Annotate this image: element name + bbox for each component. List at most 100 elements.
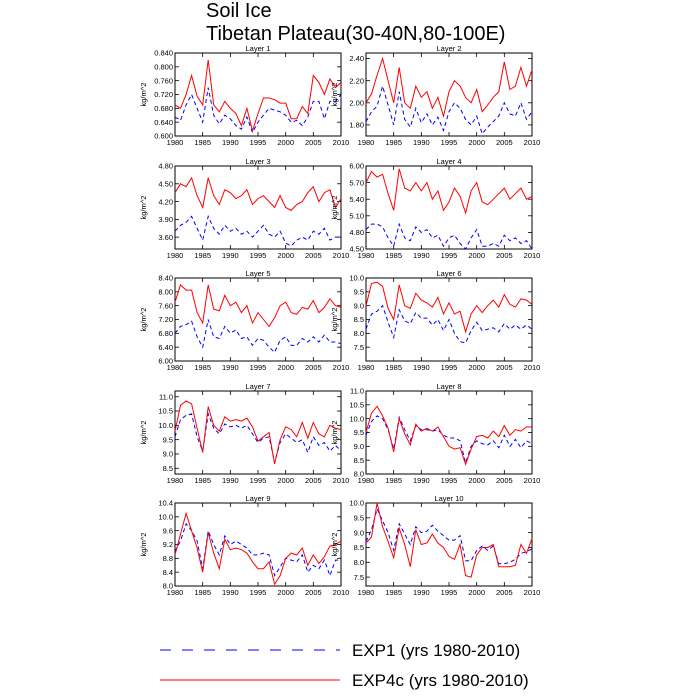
- panel-title: Layer 7: [245, 382, 270, 391]
- x-tick-label: 1980: [167, 588, 184, 597]
- x-tick-label: 1985: [385, 476, 402, 485]
- y-axis-label: kg/m^2: [330, 308, 339, 332]
- x-tick-label: 2000: [277, 138, 294, 147]
- panel-frame: [365, 165, 533, 250]
- y-tick-label: 3.60: [158, 233, 173, 242]
- y-tick-label: 3.90: [158, 215, 173, 224]
- x-tick-label: 1990: [222, 476, 239, 485]
- panel-frame: [174, 165, 342, 250]
- series-line-exp1: [365, 84, 533, 135]
- y-axis-label: kg/m^2: [139, 196, 148, 220]
- x-tick-label: 2000: [277, 476, 294, 485]
- x-tick-label: 1985: [194, 476, 211, 485]
- y-tick-label: 10.5: [158, 407, 173, 416]
- panel-frame: [365, 52, 533, 137]
- y-tick-label: 0.840: [154, 49, 173, 58]
- panel-layer-1: Layer 1 kg/m^2 0.600 0.640 0.680 0.720 0.760 0.…: [139, 44, 349, 147]
- y-tick-label: 7.5: [354, 343, 364, 352]
- series-line-exp1: [174, 319, 342, 354]
- x-tick-label: 2000: [468, 363, 485, 372]
- x-tick-label: 2005: [496, 476, 513, 485]
- y-tick-label: 9.0: [354, 301, 364, 310]
- y-tick-label: 0.800: [154, 63, 173, 72]
- x-tick-label: 1980: [358, 476, 375, 485]
- y-tick-label: 10.4: [158, 499, 173, 508]
- x-tick-label: 1995: [441, 476, 458, 485]
- legend-entry-exp1: EXP1 (yrs 1980-2010): [160, 641, 520, 660]
- x-tick-label: 1990: [222, 588, 239, 597]
- x-tick-label: 1985: [194, 138, 211, 147]
- series-line-exp1: [174, 87, 342, 134]
- x-tick-label: 2005: [496, 363, 513, 372]
- x-tick-label: 2005: [305, 363, 322, 372]
- x-tick-label: 2010: [333, 138, 350, 147]
- y-axis-label: kg/m^2: [139, 83, 148, 107]
- y-tick-label: 8.0: [163, 582, 173, 591]
- series-line-exp1: [365, 507, 533, 565]
- x-tick-label: 1990: [413, 588, 430, 597]
- panel-layer-8: Layer 8 kg/m^2 8.0 8.5 9.0 9.5 10.0 10.5 11.0 198…: [330, 382, 540, 485]
- x-tick-label: 2010: [524, 363, 541, 372]
- x-tick-label: 2010: [524, 588, 541, 597]
- y-tick-label: 5.40: [349, 195, 364, 204]
- x-tick-label: 2010: [333, 588, 350, 597]
- y-tick-label: 7.60: [158, 301, 173, 310]
- y-tick-label: 10.0: [349, 274, 364, 283]
- y-tick-label: 9.5: [354, 288, 364, 297]
- panel-frame: [174, 502, 342, 587]
- x-tick-label: 1995: [250, 138, 267, 147]
- x-tick-label: 1995: [250, 363, 267, 372]
- y-tick-label: 8.0: [354, 558, 364, 567]
- panel-layer-2: Layer 2 kg/m^2 1.80 2.00 2.20 2.40 1980 1985 199…: [330, 44, 540, 147]
- x-tick-label: 1980: [167, 476, 184, 485]
- y-tick-label: 1.80: [349, 121, 364, 130]
- x-tick-label: 1980: [167, 251, 184, 260]
- y-tick-label: 9.0: [163, 450, 173, 459]
- y-tick-label: 4.50: [349, 245, 364, 254]
- y-tick-label: 2.00: [349, 99, 364, 108]
- y-axis-label: kg/m^2: [330, 533, 339, 557]
- x-tick-label: 2010: [524, 251, 541, 260]
- panel-layer-10: Layer 10 kg/m^2 7.5 8.0 8.5 9.0 9.5 10.0 1980 198…: [330, 494, 540, 597]
- x-tick-label: 1995: [250, 476, 267, 485]
- y-tick-label: 10.0: [349, 414, 364, 423]
- y-tick-label: 4.20: [158, 197, 173, 206]
- x-tick-label: 1985: [194, 588, 211, 597]
- series-line-exp1: [365, 304, 533, 344]
- x-tick-label: 1990: [222, 363, 239, 372]
- x-tick-label: 2000: [468, 588, 485, 597]
- y-tick-label: 4.80: [349, 228, 364, 237]
- panel-frame: [365, 502, 533, 587]
- y-axis-label: kg/m^2: [139, 421, 148, 445]
- y-tick-label: 8.40: [158, 274, 173, 283]
- x-tick-label: 2000: [468, 251, 485, 260]
- y-tick-label: 11.0: [350, 387, 364, 396]
- y-tick-label: 0.720: [154, 90, 173, 99]
- x-tick-label: 2000: [277, 251, 294, 260]
- series-line-exp4c: [174, 400, 342, 465]
- y-tick-label: 9.5: [354, 428, 364, 437]
- x-tick-label: 2000: [468, 138, 485, 147]
- y-tick-label: 2.40: [349, 54, 364, 63]
- x-tick-label: 1990: [222, 138, 239, 147]
- series-line-exp4c: [365, 502, 533, 578]
- y-tick-label: 8.8: [163, 554, 173, 563]
- series-line-exp4c: [365, 168, 533, 215]
- y-tick-label: 9.0: [354, 442, 364, 451]
- x-tick-label: 1985: [194, 363, 211, 372]
- panel-layer-9: Layer 9 kg/m^2 8.0 8.4 8.8 9.2 9.6 10.0 10.4 1980…: [139, 494, 349, 597]
- y-tick-label: 0.680: [154, 104, 173, 113]
- y-tick-label: 9.0: [354, 528, 364, 537]
- y-tick-label: 11.0: [159, 392, 173, 401]
- y-axis-label: kg/m^2: [330, 421, 339, 445]
- y-tick-label: 7.5: [354, 573, 364, 582]
- legend-label: EXP1 (yrs 1980-2010): [352, 641, 520, 660]
- x-tick-label: 2010: [524, 138, 541, 147]
- legend-label: EXP4c (yrs 1980-2010): [352, 671, 529, 690]
- y-tick-label: 6.00: [349, 162, 364, 171]
- series-line-exp4c: [365, 281, 533, 334]
- panels-group: Layer 1 kg/m^2 0.600 0.640 0.680 0.720 0.760 0.…: [139, 44, 540, 597]
- panel-layer-6: Layer 6 kg/m^2 7.5 8.0 8.5 9.0 9.5 10.0 1980 1985…: [330, 269, 540, 372]
- y-tick-label: 10.0: [158, 513, 173, 522]
